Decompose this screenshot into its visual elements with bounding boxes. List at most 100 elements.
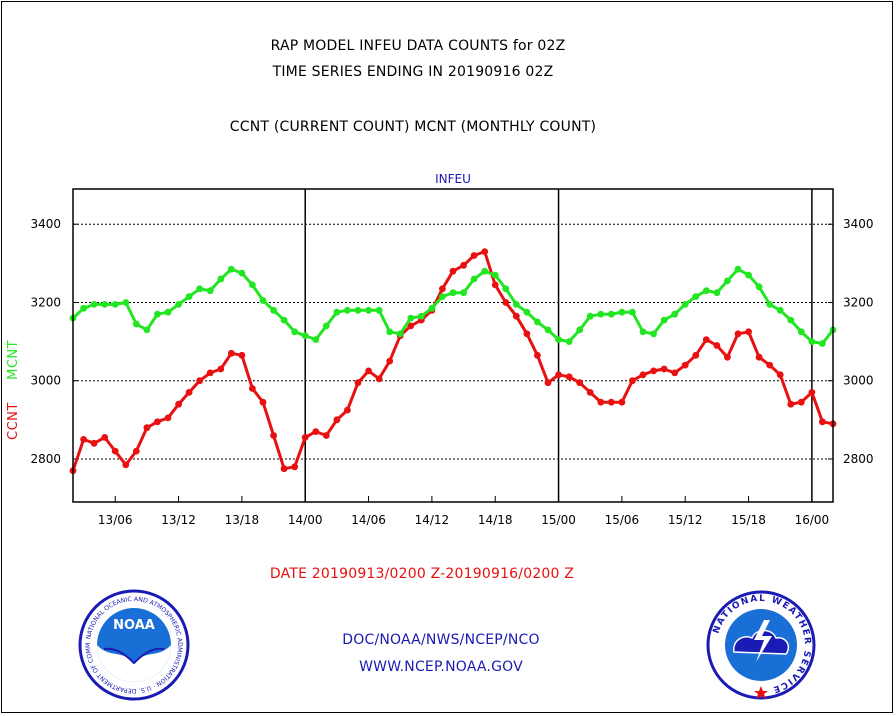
data-point-mcnt	[132, 320, 140, 328]
data-point-ccnt	[354, 379, 362, 387]
noaa-logo: NOAA NATIONAL OCEANIC AND ATMOSPHERIC AD…	[78, 589, 190, 701]
data-point-ccnt	[713, 342, 721, 349]
data-point-ccnt	[365, 367, 372, 375]
data-point-ccnt	[333, 416, 341, 424]
data-point-ccnt	[724, 353, 731, 361]
data-point-ccnt	[755, 353, 763, 361]
data-point-mcnt	[439, 293, 446, 300]
data-point-ccnt	[776, 371, 784, 379]
data-point-ccnt	[671, 369, 679, 377]
data-point-mcnt	[111, 301, 119, 308]
data-point-ccnt	[206, 369, 214, 377]
data-point-mcnt	[618, 308, 626, 316]
data-point-ccnt	[449, 267, 457, 275]
data-point-mcnt	[576, 326, 584, 334]
data-point-mcnt	[745, 271, 752, 279]
data-point-ccnt	[797, 398, 805, 406]
data-point-mcnt	[819, 340, 826, 347]
data-point-mcnt	[344, 306, 351, 314]
data-point-mcnt	[787, 316, 795, 324]
data-point-mcnt	[206, 287, 214, 295]
data-point-ccnt	[322, 432, 330, 439]
data-point-ccnt	[639, 371, 647, 379]
data-point-mcnt	[639, 328, 647, 336]
data-point-mcnt	[766, 301, 774, 308]
data-point-ccnt	[650, 367, 657, 375]
noaa-logo-wordmark: NOAA	[113, 618, 155, 633]
y-tick-label-left: 3200	[30, 295, 61, 309]
data-point-ccnt	[344, 406, 351, 414]
data-point-ccnt	[491, 281, 499, 289]
data-point-ccnt	[249, 385, 256, 392]
data-point-mcnt	[586, 312, 594, 320]
data-point-mcnt	[702, 287, 710, 295]
data-point-ccnt	[629, 377, 636, 385]
data-point-ccnt	[154, 418, 161, 426]
plot-area-frame	[72, 188, 834, 503]
x-tick-label: 15/06	[605, 513, 640, 527]
x-tick-label: 14/12	[415, 513, 450, 527]
data-point-mcnt	[797, 328, 805, 336]
data-point-mcnt	[280, 316, 288, 324]
y-tick-label-left: 2800	[30, 452, 61, 466]
data-point-mcnt	[101, 301, 109, 308]
data-point-mcnt	[249, 281, 256, 289]
data-point-mcnt	[322, 322, 330, 330]
x-tick-label: 15/12	[668, 513, 703, 527]
data-point-mcnt	[164, 308, 172, 316]
data-point-mcnt	[755, 283, 763, 291]
data-point-mcnt	[481, 267, 489, 275]
data-point-ccnt	[101, 434, 109, 441]
data-point-mcnt	[512, 301, 520, 308]
data-point-ccnt	[618, 398, 626, 406]
data-point-mcnt	[80, 304, 87, 312]
data-point-ccnt	[227, 349, 235, 357]
y-tick-label-right: 3000	[843, 374, 874, 388]
x-tick-label: 13/06	[98, 513, 133, 527]
data-point-ccnt	[270, 432, 277, 439]
data-point-mcnt	[692, 293, 700, 300]
data-point-ccnt	[259, 398, 267, 406]
data-point-ccnt	[544, 379, 552, 387]
y-tick-label-right: 3400	[843, 217, 874, 231]
data-point-mcnt	[724, 277, 731, 285]
data-point-ccnt	[512, 312, 520, 320]
data-point-mcnt	[185, 293, 193, 300]
data-point-mcnt	[681, 301, 689, 308]
data-point-ccnt	[80, 436, 87, 443]
date-range-label: DATE 20190913/0200 Z-20190916/0200 Z	[269, 566, 575, 582]
website-label: WWW.NCEP.NOAA.GOV	[359, 659, 523, 675]
data-point-ccnt	[565, 373, 573, 381]
data-point-mcnt	[270, 306, 277, 314]
data-point-ccnt	[460, 261, 467, 269]
series-line-ccnt	[71, 250, 834, 472]
chart-title: INFEU	[435, 172, 471, 186]
data-point-ccnt	[280, 465, 288, 473]
data-point-ccnt	[745, 328, 752, 336]
y-tick-label-left: 3000	[30, 374, 61, 388]
x-tick-label: 13/12	[161, 513, 196, 527]
star-icon	[754, 686, 768, 699]
data-point-ccnt	[660, 365, 668, 373]
org-label: DOC/NOAA/NWS/NCEP/NCO	[342, 632, 540, 648]
data-point-ccnt	[175, 400, 183, 408]
x-tick-label: 14/18	[478, 513, 513, 527]
data-point-ccnt	[734, 330, 742, 338]
data-point-mcnt	[565, 338, 573, 345]
data-point-mcnt	[238, 269, 246, 277]
data-point-mcnt	[713, 289, 721, 297]
y-tick-label-left: 3400	[30, 217, 61, 231]
data-point-ccnt	[122, 461, 130, 469]
data-point-mcnt	[776, 306, 784, 314]
data-point-ccnt	[597, 398, 605, 406]
data-point-ccnt	[111, 447, 119, 455]
y-tick-label-right: 2800	[843, 452, 874, 466]
data-point-mcnt	[671, 310, 679, 318]
data-point-mcnt	[386, 328, 394, 336]
x-tick-label: 16/00	[795, 513, 830, 527]
data-point-ccnt	[312, 428, 320, 435]
data-point-mcnt	[196, 285, 204, 293]
data-point-mcnt	[122, 299, 130, 306]
data-point-ccnt	[143, 424, 151, 432]
